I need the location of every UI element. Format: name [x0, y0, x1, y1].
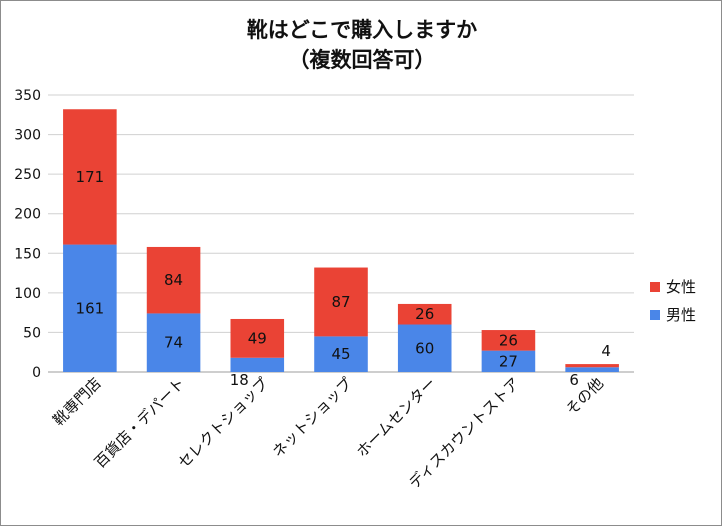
- bar-segment-male: [314, 336, 368, 372]
- category-label: ホームセンター: [353, 374, 440, 461]
- data-label: 45: [331, 345, 350, 363]
- legend-label-male: 男性: [666, 306, 696, 324]
- bar-segment-female: [397, 303, 452, 325]
- bar-segment-female: [565, 364, 619, 368]
- data-label: 87: [331, 293, 350, 311]
- y-tick-label: 350: [14, 88, 41, 104]
- data-labels: 161 171 74 84 18 49 45 87 60 26 27 26 6 4: [76, 168, 611, 389]
- y-axis-ticks: 0 50 100 150 200 250 300 350: [14, 88, 41, 381]
- category-label: 百貨店・デパート: [91, 374, 189, 472]
- y-tick-label: 0: [32, 365, 41, 381]
- data-label: 60: [415, 339, 434, 357]
- chart-subtitle: （複数回答可）: [289, 48, 436, 72]
- bar-segment-female: [314, 267, 368, 337]
- bars: [63, 109, 619, 372]
- bar-segment-male: [146, 313, 201, 372]
- y-tick-label: 150: [14, 246, 41, 262]
- bar-segment-male: [397, 324, 452, 372]
- data-label: 74: [164, 334, 183, 352]
- data-label: 6: [569, 371, 579, 389]
- data-label: 84: [164, 271, 183, 289]
- y-tick-label: 50: [23, 325, 41, 341]
- chart-title: 靴はどこで購入しますか: [247, 18, 477, 42]
- data-label: 18: [230, 371, 249, 389]
- bar-segment-female: [230, 318, 285, 358]
- data-label: 161: [76, 299, 105, 317]
- data-label: 171: [76, 168, 105, 186]
- data-label: 49: [248, 329, 267, 347]
- category-label: 靴専門店: [50, 374, 105, 429]
- bar-segment-female: [63, 109, 117, 245]
- category-label: ネットショップ: [269, 374, 356, 461]
- bar-segment-male: [565, 367, 619, 372]
- data-label: 4: [601, 342, 611, 360]
- y-tick-label: 100: [14, 286, 41, 302]
- bar-segment-female: [481, 330, 536, 351]
- legend-label-female: 女性: [666, 278, 696, 296]
- legend-swatch-female: [650, 282, 660, 292]
- category-label: セレクトショップ: [175, 374, 273, 472]
- y-tick-label: 250: [14, 167, 41, 183]
- data-label: 26: [499, 331, 518, 349]
- data-label: 27: [499, 352, 518, 370]
- bar-segment-male: [481, 350, 536, 372]
- bar-segment-male: [63, 244, 117, 372]
- bar-segment-female: [146, 246, 201, 314]
- x-axis-categories: 靴専門店百貨店・デパートセレクトショップネットショップホームセンターディスカウン…: [50, 374, 607, 492]
- y-tick-label: 200: [14, 207, 41, 223]
- legend: 女性 男性: [650, 278, 696, 324]
- y-tick-label: 300: [14, 128, 41, 144]
- legend-swatch-male: [650, 310, 660, 320]
- bar-segment-male: [230, 357, 285, 372]
- data-label: 26: [415, 305, 434, 323]
